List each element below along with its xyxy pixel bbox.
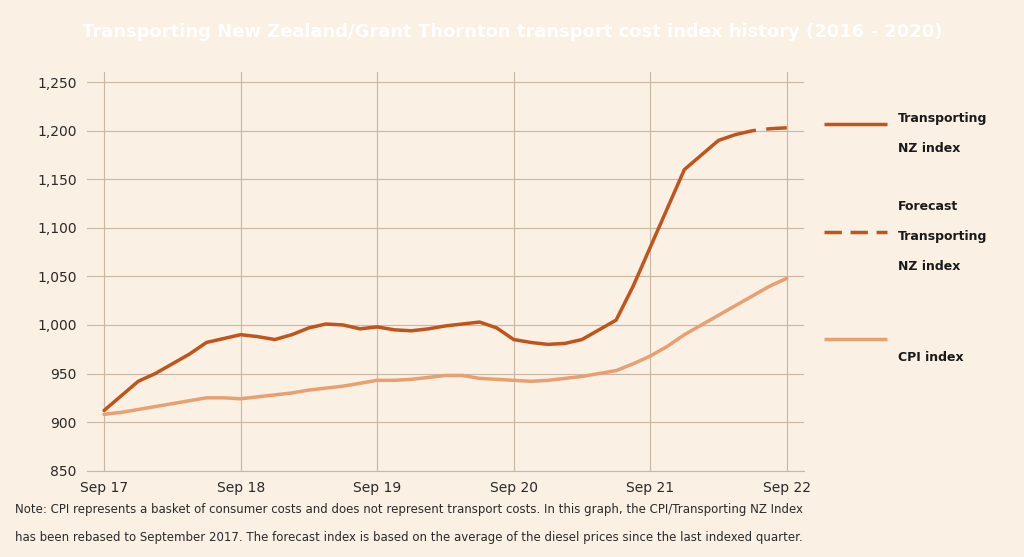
Text: NZ index: NZ index	[898, 142, 961, 155]
Text: Transporting New Zealand/Grant Thornton transport cost index history (2016 - 202: Transporting New Zealand/Grant Thornton …	[82, 23, 942, 41]
Text: Transporting: Transporting	[898, 113, 987, 125]
Text: has been rebased to September 2017. The forecast index is based on the average o: has been rebased to September 2017. The …	[15, 531, 803, 544]
Text: NZ index: NZ index	[898, 260, 961, 272]
Text: Transporting: Transporting	[898, 229, 987, 243]
Text: Forecast: Forecast	[898, 200, 958, 213]
Text: CPI index: CPI index	[898, 351, 964, 364]
Text: Note: CPI represents a basket of consumer costs and does not represent transport: Note: CPI represents a basket of consume…	[15, 503, 804, 516]
